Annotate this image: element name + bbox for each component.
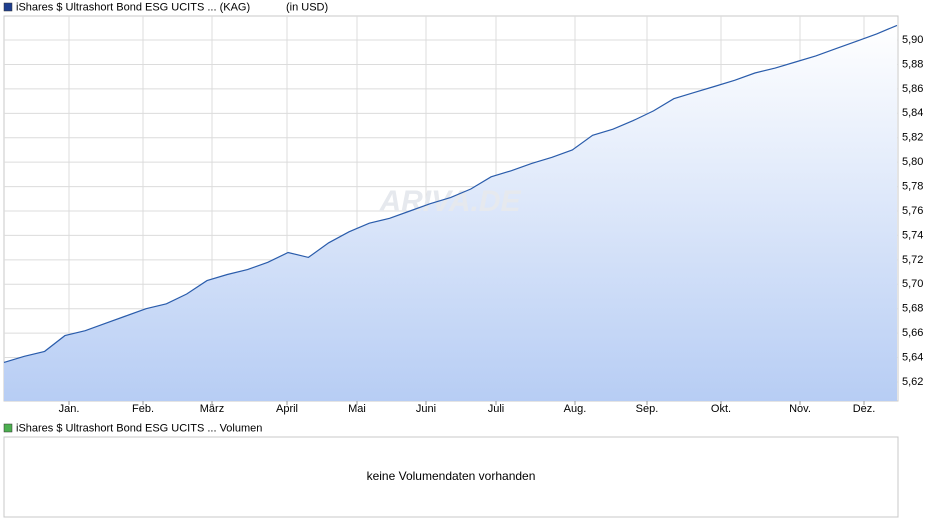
x-tick-label: Juli: [488, 403, 505, 415]
y-tick-label: 5,66: [902, 327, 923, 339]
legend-label: iShares $ Ultrashort Bond ESG UCITS ... …: [16, 1, 250, 13]
y-tick-label: 5,76: [902, 205, 923, 217]
legend-unit: (in USD): [286, 1, 328, 13]
x-tick-label: April: [276, 403, 298, 415]
y-tick-label: 5,84: [902, 107, 923, 119]
y-tick-label: 5,72: [902, 254, 923, 266]
line-layer: [3, 24, 898, 363]
watermark: ARIVA.DE: [378, 185, 521, 218]
x-tick-label: Juni: [416, 403, 436, 415]
area: [4, 25, 897, 402]
y-tick-label: 5,74: [902, 229, 923, 241]
x-tick-label: Okt.: [711, 403, 731, 415]
legend-swatch: [3, 2, 13, 12]
x-tick-label: Nov.: [789, 403, 811, 415]
y-tick-label: 5,80: [902, 156, 923, 168]
y-tick-label: 5,88: [902, 58, 923, 70]
x-tick-label: März: [200, 403, 224, 415]
x-tick-label: Dez.: [853, 403, 876, 415]
y-tick-label: 5,64: [902, 351, 923, 363]
y-tick-label: 5,82: [902, 132, 923, 144]
y-tick-label: 5,78: [902, 180, 923, 192]
area-layer: [4, 25, 897, 402]
legend-swatch: [3, 423, 13, 433]
x-tick-label: Jan.: [59, 403, 80, 415]
legend-label: iShares $ Ultrashort Bond ESG UCITS ... …: [16, 422, 262, 434]
x-tick-label: Sep.: [636, 403, 659, 415]
line: [3, 24, 898, 363]
volume-frame: [3, 436, 899, 518]
y-tick-label: 5,86: [902, 83, 923, 95]
y-tick-label: 5,68: [902, 303, 923, 315]
empty-message: keine Volumendaten vorhanden: [367, 469, 536, 483]
y-tick-label: 5,70: [902, 278, 923, 290]
y-tick-label: 5,62: [902, 376, 923, 388]
x-tick-label: Feb.: [132, 403, 154, 415]
y-tick-label: 5,90: [902, 34, 923, 46]
x-tick-label: Mai: [348, 403, 366, 415]
x-tick-label: Aug.: [564, 403, 587, 415]
